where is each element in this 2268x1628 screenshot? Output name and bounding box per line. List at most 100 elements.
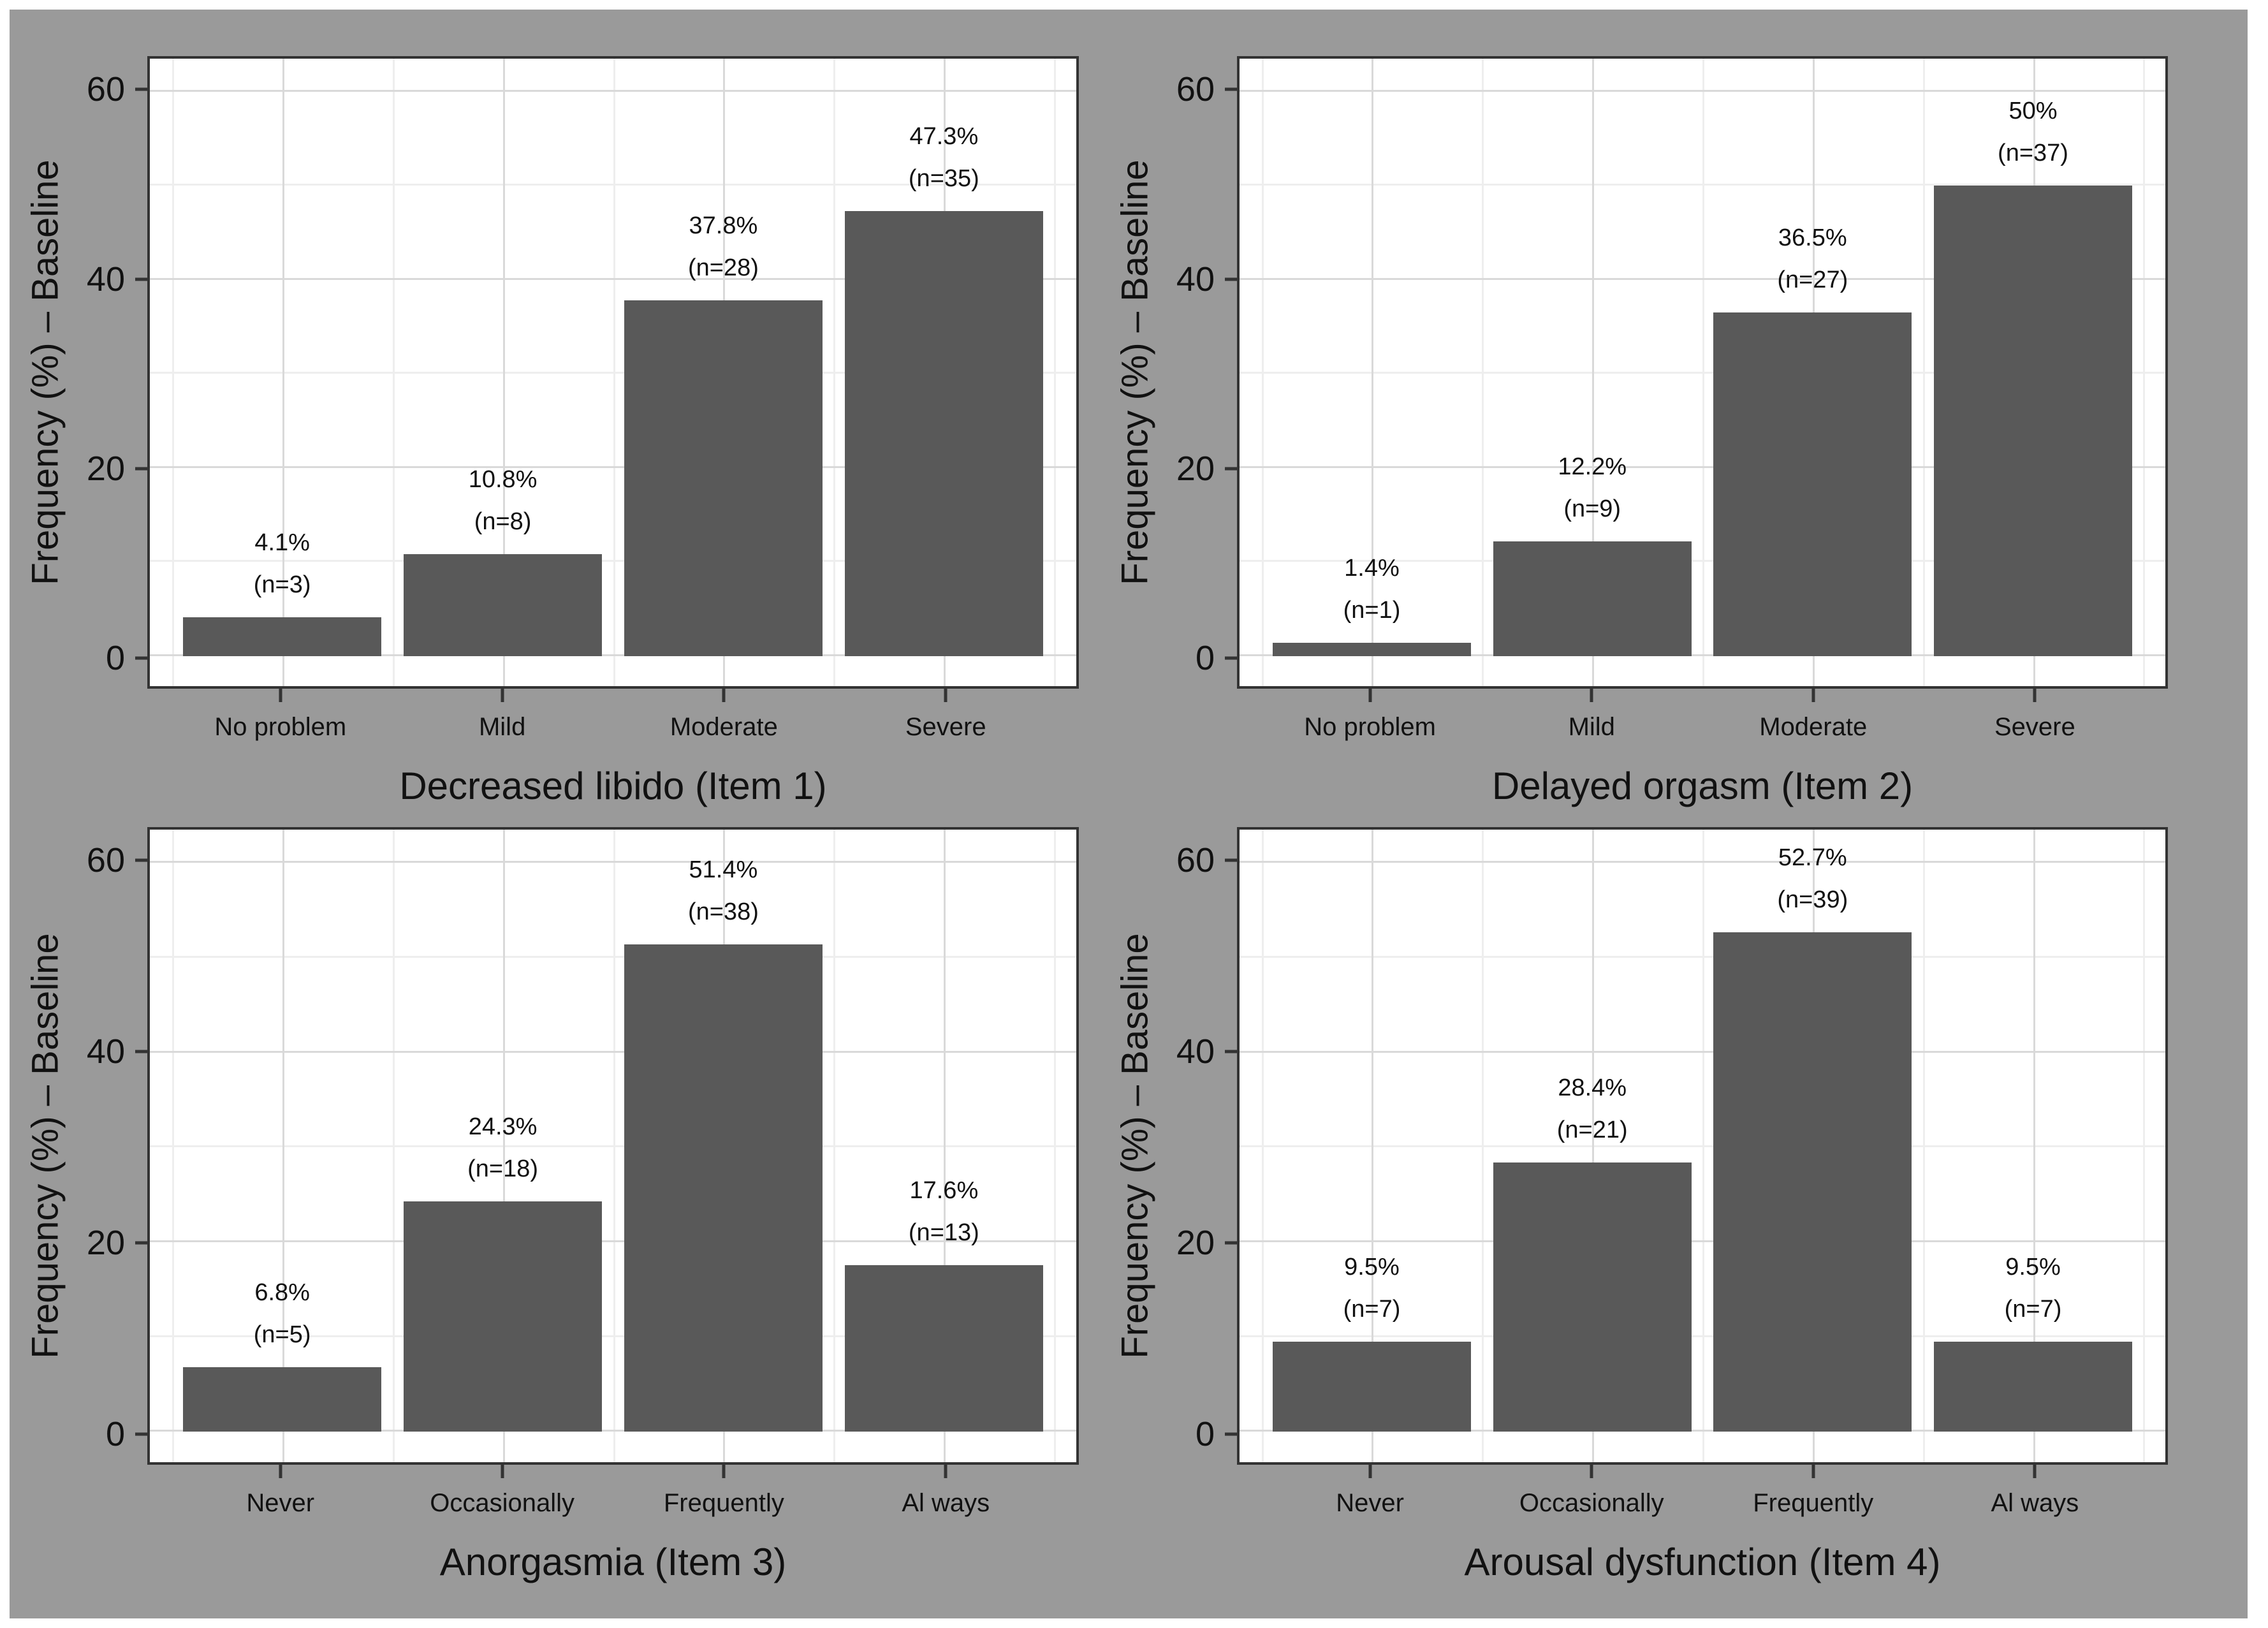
bar-value-label: 24.3% (n=18) bbox=[467, 1106, 538, 1190]
gridline-major-horizontal bbox=[150, 466, 1076, 468]
bar-al-ways bbox=[844, 1265, 1044, 1432]
y-tick-mark bbox=[135, 656, 147, 660]
gridline-minor-vertical bbox=[613, 830, 615, 1462]
gridline-minor-vertical bbox=[613, 59, 615, 686]
gridline-major-horizontal bbox=[1240, 466, 2165, 468]
bar-value-label: 51.4% (n=38) bbox=[688, 849, 759, 933]
x-category-label: Moderate bbox=[1759, 713, 1868, 741]
chart-panel-2: 1.4% (n=1) 12.2% (n=9) 36.5% (n=27) 50% (n=37) bbox=[1237, 56, 2168, 689]
y-tick-mark bbox=[135, 87, 147, 91]
gridline-major-horizontal bbox=[1240, 861, 2165, 863]
gridline-major-vertical bbox=[502, 830, 505, 1462]
x-category-label: Mild bbox=[478, 713, 526, 741]
y-tick-mark bbox=[1225, 1241, 1237, 1245]
y-tick-label: 0 bbox=[1195, 1415, 1215, 1454]
bar-value-label: 6.8% (n=5) bbox=[254, 1272, 311, 1356]
x-category-label: Mild bbox=[1568, 713, 1615, 741]
y-tick-label: 60 bbox=[86, 841, 125, 880]
bar-value-label: 50% (n=37) bbox=[1998, 90, 2068, 174]
gridline-major-horizontal bbox=[150, 89, 1076, 92]
x-axis-title: Anorgasmia (Item 3) bbox=[439, 1541, 787, 1583]
y-tick-label: 0 bbox=[105, 639, 125, 678]
bar-percent-label: 50% bbox=[2008, 98, 2058, 125]
bar-count-label: (n=37) bbox=[1998, 140, 2068, 167]
x-category-label: Moderate bbox=[669, 713, 778, 741]
plot-area: 4.1% (n=3) 10.8% (n=8) 37.8% (n=28) 47.3% (n=35… bbox=[150, 59, 1076, 686]
bar-count-label: (n=1) bbox=[1343, 597, 1401, 624]
y-tick-label: 60 bbox=[1176, 841, 1215, 880]
bar-count-label: (n=35) bbox=[908, 165, 979, 192]
y-tick-mark bbox=[1225, 87, 1237, 91]
bar-moderate bbox=[624, 300, 823, 656]
y-tick-label: 20 bbox=[1176, 449, 1215, 488]
x-category-label: Frequently bbox=[663, 1489, 784, 1517]
y-tick-mark bbox=[1225, 1050, 1237, 1053]
gridline-major-horizontal bbox=[150, 1240, 1076, 1242]
chart-panel-1: 4.1% (n=3) 10.8% (n=8) 37.8% (n=28) 47.3% (n=35… bbox=[147, 56, 1079, 689]
bar-value-label: 1.4% (n=1) bbox=[1343, 547, 1401, 631]
y-tick-mark bbox=[1225, 656, 1237, 660]
gridline-minor-vertical bbox=[392, 59, 395, 686]
y-tick-label: 40 bbox=[86, 260, 125, 298]
bar-no-problem bbox=[1272, 643, 1472, 656]
gridline-minor-vertical bbox=[172, 830, 174, 1462]
y-tick-label: 0 bbox=[1195, 639, 1215, 678]
bar-value-label: 47.3% (n=35) bbox=[909, 115, 979, 200]
gridline-minor-vertical bbox=[1482, 59, 1484, 686]
bar-count-label: (n=27) bbox=[1777, 267, 1848, 294]
bar-percent-label: 6.8% bbox=[254, 1279, 310, 1307]
gridline-minor-vertical bbox=[1482, 830, 1484, 1462]
bar-percent-label: 24.3% bbox=[468, 1113, 538, 1141]
y-tick-label: 0 bbox=[105, 1415, 125, 1454]
gridline-major-vertical bbox=[2033, 830, 2035, 1462]
plot-area: 1.4% (n=1) 12.2% (n=9) 36.5% (n=27) 50% (n=37) bbox=[1240, 59, 2165, 686]
x-axis-title: Decreased libido (Item 1) bbox=[399, 765, 827, 807]
y-tick-mark bbox=[1225, 858, 1237, 862]
x-category-label: Severe bbox=[1994, 713, 2075, 741]
x-tick-mark bbox=[1368, 1465, 1372, 1478]
x-category-label: Occasionally bbox=[430, 1489, 575, 1517]
gridline-major-horizontal bbox=[150, 654, 1076, 656]
x-category-label: Frequently bbox=[1753, 1489, 1874, 1517]
bar-never bbox=[1272, 1342, 1472, 1432]
y-tick-label: 60 bbox=[1176, 70, 1215, 109]
gridline-minor-vertical bbox=[1054, 59, 1057, 686]
gridline-major-horizontal bbox=[150, 277, 1076, 280]
y-axis-title: Frequency (%) – Baseline bbox=[24, 159, 66, 585]
gridline-minor-vertical bbox=[833, 59, 836, 686]
gridline-major-vertical bbox=[502, 59, 505, 686]
bar-percent-label: 9.5% bbox=[1344, 1254, 1400, 1281]
bar-percent-label: 1.4% bbox=[1344, 555, 1400, 582]
gridline-major-vertical bbox=[282, 59, 284, 686]
bar-severe bbox=[1933, 186, 2133, 656]
bar-percent-label: 17.6% bbox=[909, 1177, 979, 1204]
gridline-major-vertical bbox=[1372, 59, 1374, 686]
y-tick-label: 20 bbox=[86, 1224, 125, 1263]
x-tick-mark bbox=[1590, 689, 1593, 702]
gridline-minor-vertical bbox=[1054, 830, 1057, 1462]
gridline-minor-vertical bbox=[392, 830, 395, 1462]
y-tick-mark bbox=[1225, 277, 1237, 281]
chart-panel-4: 9.5% (n=7) 28.4% (n=21) 52.7% (n=39) 9.5% (n=7) bbox=[1237, 827, 2168, 1465]
x-tick-mark bbox=[501, 689, 504, 702]
x-tick-mark bbox=[722, 689, 726, 702]
x-tick-mark bbox=[279, 689, 282, 702]
x-tick-mark bbox=[944, 689, 947, 702]
gridline-minor-vertical bbox=[2143, 59, 2146, 686]
gridline-major-vertical bbox=[1592, 59, 1595, 686]
bar-value-label: 36.5% (n=27) bbox=[1777, 217, 1848, 301]
x-category-label: Al ways bbox=[1991, 1489, 2079, 1517]
gridline-major-horizontal bbox=[1240, 277, 2165, 280]
bar-value-label: 28.4% (n=21) bbox=[1557, 1067, 1628, 1151]
bar-count-label: (n=39) bbox=[1777, 886, 1848, 913]
bar-value-label: 37.8% (n=28) bbox=[688, 205, 759, 289]
x-tick-mark bbox=[1811, 1465, 1815, 1478]
bar-no-problem bbox=[182, 617, 382, 656]
bar-count-label: (n=8) bbox=[474, 508, 532, 536]
bar-frequently bbox=[1713, 932, 1912, 1432]
bar-value-label: 9.5% (n=7) bbox=[1343, 1246, 1401, 1330]
bar-value-label: 52.7% (n=39) bbox=[1777, 837, 1848, 921]
bar-percent-label: 10.8% bbox=[468, 466, 538, 494]
x-axis-title: Delayed orgasm (Item 2) bbox=[1491, 765, 1913, 807]
bar-mild bbox=[403, 554, 603, 656]
